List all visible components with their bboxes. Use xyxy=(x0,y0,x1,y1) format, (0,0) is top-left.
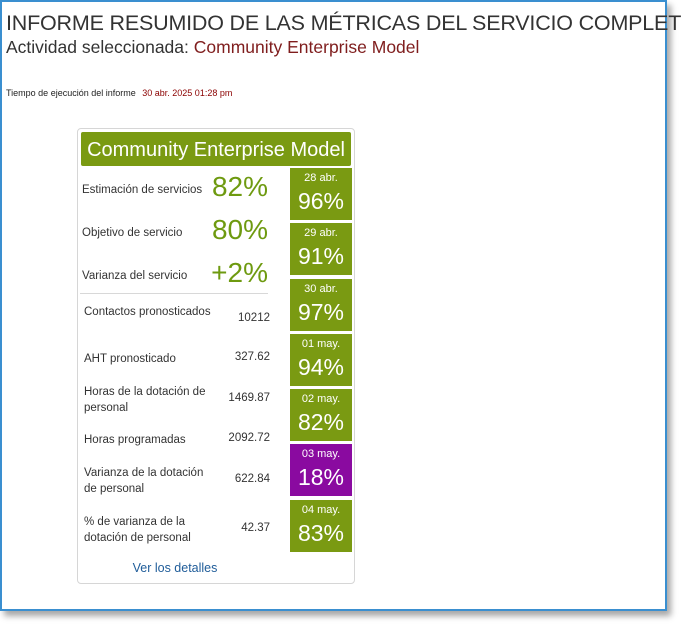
selected-activity: Actividad seleccionada: Community Enterp… xyxy=(6,37,419,58)
stat-label: Horas de la dotación de personal xyxy=(84,386,206,414)
kpi-value: 80% xyxy=(211,214,268,245)
report-title: INFORME RESUMIDO DE LAS MÉTRICAS DEL SER… xyxy=(6,11,681,35)
kpi-service-estimate: Estimación de servicios 82% xyxy=(82,171,272,211)
day-tile: 29 abr. 91% xyxy=(290,223,352,276)
day-tile-date: 28 abr. xyxy=(304,172,338,184)
report-runtime-label: Tiempo de ejecución del informe xyxy=(6,88,136,98)
stat-value: 2092.72 xyxy=(228,432,270,444)
stat-value: 1469.87 xyxy=(228,392,270,404)
day-tile: 30 abr. 97% xyxy=(290,278,352,331)
kpi-label: Estimación de servicios xyxy=(82,184,203,196)
day-tile-value: 91% xyxy=(297,243,345,270)
day-tile: 02 may. 82% xyxy=(290,389,352,442)
day-tile: 04 may. 83% xyxy=(290,499,352,552)
stat-label: % de varianza de la dotación de personal xyxy=(84,516,191,544)
selected-activity-label: Actividad seleccionada: xyxy=(6,37,189,57)
stat-label: AHT pronosticado xyxy=(84,353,176,365)
service-summary-card: Community Enterprise Model Estimación de… xyxy=(77,128,355,584)
day-tile-value: 83% xyxy=(297,519,345,546)
stat-value: 622.84 xyxy=(234,473,270,485)
day-tile-value: 82% xyxy=(297,409,345,436)
day-tile: 28 abr. 96% xyxy=(290,168,352,220)
kpi-value: 82% xyxy=(211,171,268,202)
daily-service-tiles: 28 abr. 96% 29 abr. 91% 30 abr. 97% 01 m… xyxy=(290,168,352,555)
day-tile-value: 97% xyxy=(297,298,345,325)
day-tile-date: 04 may. xyxy=(301,503,341,516)
day-tile-value: 96% xyxy=(297,188,345,214)
kpi-service-goal: Objetivo de servicio 80% xyxy=(82,214,272,254)
day-tile-date: 30 abr. xyxy=(304,282,338,295)
kpi-value: +2% xyxy=(211,257,268,288)
stat-value: 327.62 xyxy=(234,351,270,363)
day-tile-date: 02 may. xyxy=(301,393,341,406)
day-tile: 01 may. 94% xyxy=(290,333,352,386)
kpi-divider xyxy=(80,293,268,294)
report-window: INFORME RESUMIDO DE LAS MÉTRICAS DEL SER… xyxy=(0,0,681,611)
day-tile-date: 03 may. xyxy=(301,448,341,461)
day-tile-value: 18% xyxy=(297,464,345,491)
kpi-label: Objetivo de servicio xyxy=(82,227,183,239)
kpi-service-variance: Varianza del servicio +2% xyxy=(82,257,272,297)
stat-label: Horas programadas xyxy=(84,434,186,446)
selected-activity-value: Community Enterprise Model xyxy=(193,37,420,57)
stat-value: 10212 xyxy=(238,312,270,324)
stat-label: Varianza de la dotación de personal xyxy=(84,467,204,495)
stat-label: Contactos pronosticados xyxy=(84,306,211,318)
day-tile-value: 94% xyxy=(297,353,345,380)
report-runtime: Tiempo de ejecución del informe 30 abr. … xyxy=(6,88,232,98)
day-tile-date: 01 may. xyxy=(301,337,341,350)
kpi-label: Varianza del servicio xyxy=(82,270,188,282)
card-title: Community Enterprise Model xyxy=(81,132,351,166)
report-runtime-value: 30 abr. 2025 01:28 pm xyxy=(142,88,233,98)
view-details-link[interactable]: Ver los detalles xyxy=(132,561,218,575)
day-tile-date: 29 abr. xyxy=(304,227,338,240)
stat-value: 42.37 xyxy=(241,522,270,534)
day-tile: 03 may. 18% xyxy=(290,444,352,497)
